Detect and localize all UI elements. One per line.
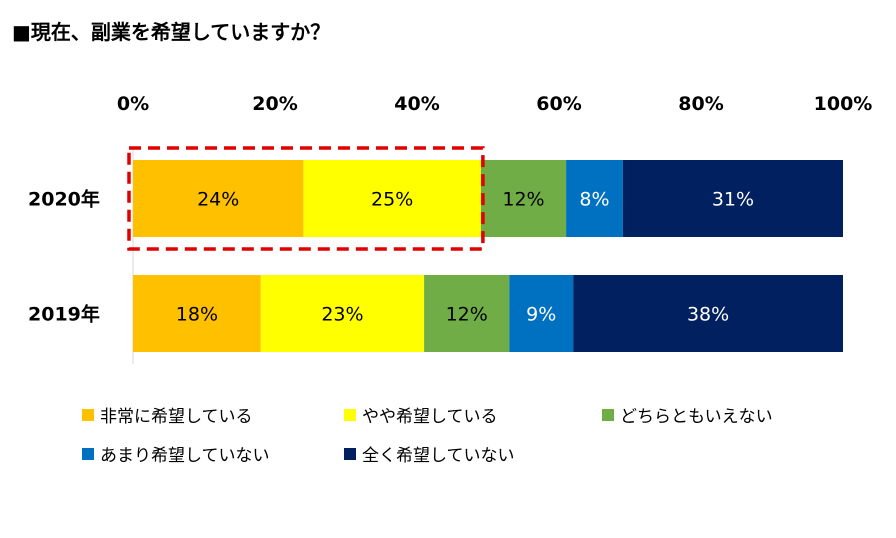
legend-label: あまり希望していない xyxy=(100,446,270,466)
bar-segment xyxy=(573,275,843,352)
legend-item: どちらともいえない xyxy=(602,402,773,427)
legend-item: やや希望している xyxy=(344,402,498,427)
category-label: 2019年 xyxy=(28,303,100,326)
chart-title: ■現在、副業を希望していますか？ xyxy=(12,20,331,44)
legend-label: 全く希望していない xyxy=(362,446,515,466)
legend-swatch xyxy=(344,408,356,421)
bar-segment xyxy=(133,160,304,237)
data-label: 8% xyxy=(579,189,609,211)
data-label: 12% xyxy=(446,304,488,326)
legend-label: やや希望している xyxy=(362,407,498,427)
bar-segment xyxy=(303,160,481,237)
data-label: 24% xyxy=(197,189,239,211)
highlight-box xyxy=(127,146,485,251)
bar-segment xyxy=(566,160,623,237)
legend-item: あまり希望していない xyxy=(82,441,270,466)
bar-segment xyxy=(133,275,261,352)
data-label: 38% xyxy=(687,304,729,326)
legend-item: 全く希望していない xyxy=(344,441,515,466)
bar-segment xyxy=(622,160,843,237)
x-tick-label: 40% xyxy=(394,93,439,115)
data-label: 31% xyxy=(712,189,754,211)
legend-swatch xyxy=(602,408,614,421)
x-tick-label: 80% xyxy=(678,93,723,115)
bar-segment xyxy=(424,275,510,352)
data-label: 9% xyxy=(526,304,556,326)
x-tick-label: 100% xyxy=(814,93,873,115)
data-label: 18% xyxy=(176,304,218,326)
category-label: 2020年 xyxy=(28,188,100,211)
legend-label: どちらともいえない xyxy=(620,407,773,427)
legend-swatch xyxy=(82,408,94,421)
bar-segment xyxy=(260,275,425,352)
stacked-bar-chart: 0% 20% 40% 60% 80% 100% 2020年 24% 25% 12% 8% 31% 201… xyxy=(28,93,873,364)
legend-swatch xyxy=(344,447,356,460)
data-label: 23% xyxy=(321,304,363,326)
bar-segment xyxy=(509,275,574,352)
x-tick-label: 20% xyxy=(252,93,297,115)
data-label: 12% xyxy=(502,189,544,211)
bar-segment xyxy=(480,160,567,237)
legend-item: 非常に希望している xyxy=(82,402,253,427)
x-tick-label: 0% xyxy=(117,93,149,115)
x-tick-label: 60% xyxy=(536,93,581,115)
legend-label: 非常に希望している xyxy=(100,407,253,427)
data-label: 25% xyxy=(371,189,413,211)
legend-swatch xyxy=(82,447,94,460)
